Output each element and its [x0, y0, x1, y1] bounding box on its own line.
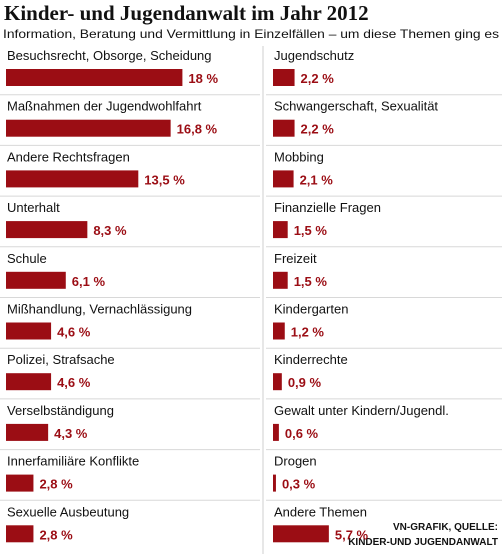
value-label: 5,7 %: [335, 527, 369, 542]
category-label: Innerfamiliäre Konflikte: [7, 454, 139, 469]
source-note: VN-GRAFIK, QUELLE:: [393, 522, 498, 533]
category-label: Andere Rechtsfragen: [7, 149, 130, 164]
bar: [6, 525, 34, 543]
category-label: Schule: [7, 251, 47, 266]
bar: [273, 69, 295, 86]
category-label: Unterhalt: [7, 200, 60, 215]
bar: [273, 474, 276, 492]
value-label: 2,2 %: [301, 122, 335, 137]
value-label: 2,8 %: [39, 527, 73, 542]
category-label: Sexuelle Ausbeutung: [7, 504, 129, 519]
category-label: Besuchsrecht, Obsorge, Scheidung: [7, 48, 212, 63]
category-label: Schwangerschaft, Sexualität: [274, 99, 438, 114]
value-label: 4,6 %: [57, 325, 91, 340]
value-label: 0,6 %: [285, 426, 319, 441]
chart-title: Kinder- und Jugendanwalt im Jahr 2012: [4, 1, 369, 25]
bar: [6, 271, 66, 289]
value-label: 13,5 %: [144, 172, 185, 187]
bar: [6, 322, 52, 340]
value-label: 1,2 %: [291, 325, 325, 340]
bar: [6, 373, 52, 391]
bar: [273, 373, 282, 391]
bar: [6, 69, 183, 86]
chart-subtitle: Information, Beratung und Vermittlung in…: [3, 27, 499, 41]
category-label: Kindergarten: [274, 302, 348, 317]
source-note: KINDER-UND JUGENDANWALT: [348, 537, 498, 548]
category-label: Andere Themen: [274, 504, 367, 519]
value-label: 1,5 %: [294, 274, 328, 289]
bar: [273, 525, 329, 543]
value-label: 1,5 %: [294, 223, 328, 238]
category-label: Gewalt unter Kindern/Jugendl.: [274, 403, 449, 418]
value-label: 6,1 %: [72, 274, 106, 289]
value-label: 0,9 %: [288, 375, 322, 390]
value-label: 2,2 %: [301, 71, 335, 86]
bar: [273, 119, 295, 137]
category-label: Freizeit: [274, 251, 317, 266]
value-label: 18 %: [188, 71, 218, 86]
value-label: 16,8 %: [177, 122, 218, 137]
value-label: 0,3 %: [282, 477, 316, 492]
category-label: Polizei, Strafsache: [7, 352, 115, 367]
bar: [6, 423, 49, 441]
value-label: 2,1 %: [300, 172, 334, 187]
value-label: 4,3 %: [54, 426, 88, 441]
category-label: Mißhandlung, Vernachlässigung: [7, 302, 192, 317]
value-label: 2,8 %: [39, 477, 73, 492]
category-label: Mobbing: [274, 149, 324, 164]
bar: [273, 271, 288, 289]
category-label: Jugendschutz: [274, 48, 354, 63]
bar: [6, 474, 34, 492]
category-label: Verselbständigung: [7, 403, 114, 418]
category-label: Maßnahmen der Jugendwohlfahrt: [7, 99, 202, 114]
bar: [273, 170, 294, 188]
category-label: Kinderrechte: [274, 352, 348, 367]
category-label: Finanzielle Fragen: [274, 200, 381, 215]
value-label: 4,6 %: [57, 375, 91, 390]
bar: [6, 119, 171, 137]
bar: [6, 170, 139, 188]
bar: [273, 221, 288, 239]
bar: [6, 221, 88, 239]
value-label: 8,3 %: [93, 223, 127, 238]
bar: [273, 322, 285, 340]
bar: [273, 423, 279, 441]
category-label: Drogen: [274, 454, 317, 469]
